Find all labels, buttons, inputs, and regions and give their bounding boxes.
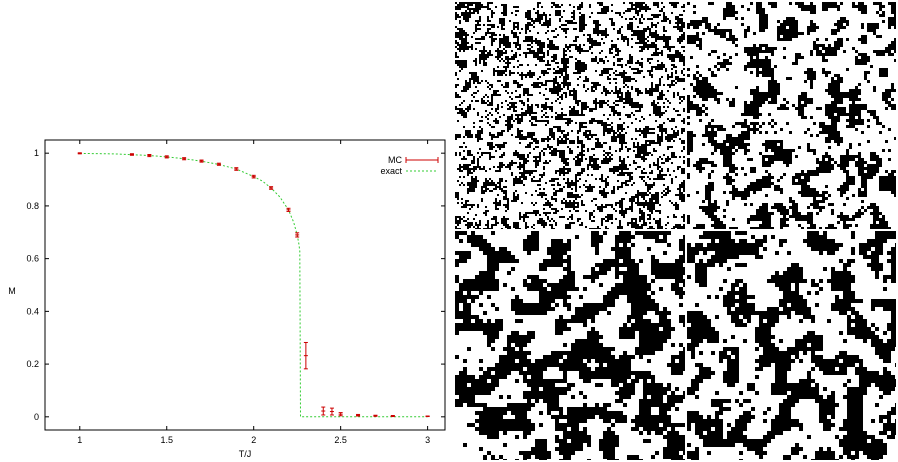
legend-label-mc: MC [388, 155, 402, 165]
mc-data-point [129, 153, 134, 156]
magnetization-chart: 1 1.5 2 2.5 3 0 0.2 0.4 0.6 0.8 1 T/J M MC exact [8, 139, 446, 459]
y-tick-label: 0.8 [26, 201, 39, 211]
lattice-panel-top-right [687, 2, 896, 229]
mc-data-point [77, 152, 82, 155]
x-tick-label: 3 [425, 435, 430, 445]
lattice-panel-top-left [455, 2, 685, 229]
mc-data-point [234, 167, 239, 171]
y-tick-label: 0 [34, 412, 39, 422]
mc-data-point [338, 412, 343, 417]
mc-data-point [199, 159, 204, 163]
plot-frame [44, 139, 446, 431]
mc-data-point [329, 407, 334, 416]
mc-data-point [216, 162, 221, 166]
mc-data-point [390, 415, 395, 418]
y-tick-label: 0.4 [26, 306, 39, 316]
mc-data-point [321, 406, 326, 416]
mc-data-point [286, 207, 291, 212]
mc-data-point [182, 157, 187, 161]
mc-data-point [269, 186, 274, 190]
y-tick-label: 0.6 [26, 254, 39, 264]
x-tick-label: 1 [77, 435, 82, 445]
mc-data-point [164, 155, 169, 159]
ising-lattice-snapshots [453, 0, 898, 462]
x-tick-label: 1.5 [160, 435, 173, 445]
y-axis-title: M [8, 286, 16, 296]
mc-data-point [373, 414, 378, 417]
mc-data-point [147, 154, 152, 158]
y-axis: 0 0.2 0.4 0.6 0.8 1 [26, 148, 445, 422]
x-tick-label: 2.5 [334, 435, 347, 445]
mc-data-point [295, 232, 300, 238]
lattice-panel-bottom-right [687, 231, 896, 460]
legend-label-exact: exact [380, 166, 402, 176]
y-tick-label: 0.2 [26, 359, 39, 369]
x-tick-label: 2 [251, 435, 256, 445]
x-axis-title: T/J [239, 449, 252, 459]
legend: MC exact [380, 155, 439, 176]
mc-data-point [251, 174, 256, 179]
mc-data-point [425, 415, 430, 418]
mc-series [77, 152, 430, 418]
exact-series-line [79, 152, 428, 418]
lattice-panel-bottom-left [455, 231, 685, 460]
mc-data-point [303, 341, 308, 370]
y-tick-label: 1 [34, 148, 39, 158]
x-axis: 1 1.5 2 2.5 3 [77, 140, 430, 445]
mc-data-point [356, 413, 361, 417]
